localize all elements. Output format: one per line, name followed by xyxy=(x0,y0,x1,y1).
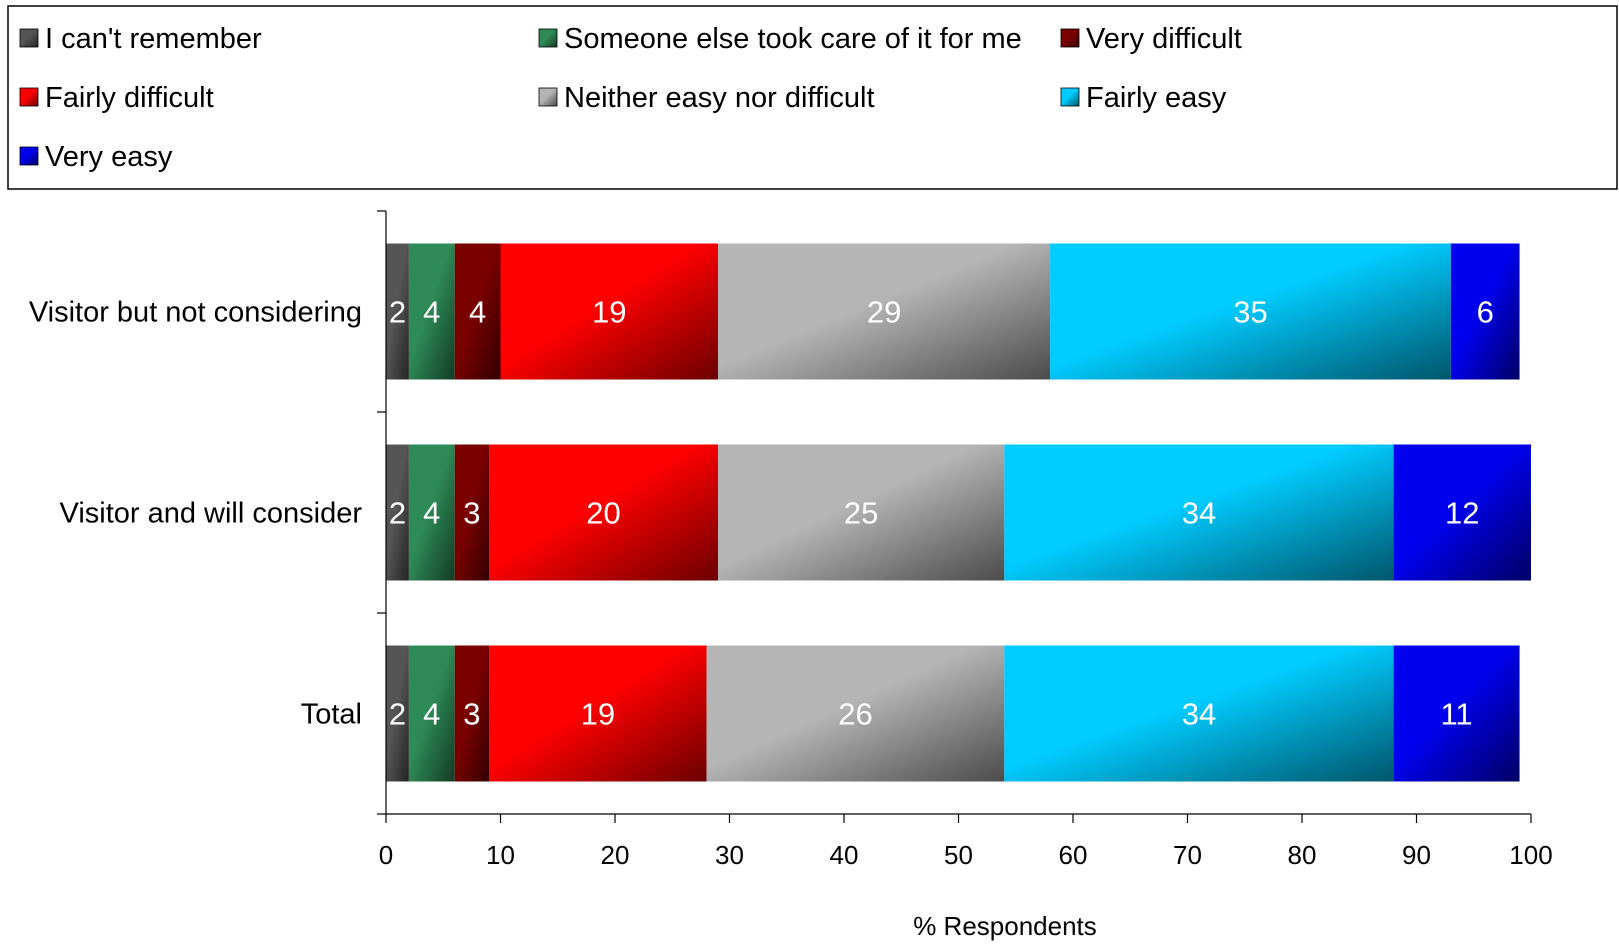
data-label-neither-easy-nor-difficult: 26 xyxy=(838,697,872,732)
data-label-fairly-difficult: 19 xyxy=(592,295,626,330)
data-label-someone-else-took-care-of-it-for-me: 4 xyxy=(423,295,440,330)
data-label-i-can-t-remember: 2 xyxy=(389,295,406,330)
plot-area: 2 4 4 19 29 35 62 4 3 20 25 34 122 4 3 19 26 34 11 xyxy=(386,243,1531,782)
legend-label-fairly-easy: Fairly easy xyxy=(1086,82,1227,114)
bar-segment-someone-else-took-care-of-it-for-me xyxy=(408,243,455,380)
data-label-very-difficult: 3 xyxy=(463,496,480,531)
bar-segment-i-can-t-remember xyxy=(386,444,409,581)
x-tick-label-50: 50 xyxy=(944,840,973,870)
bar-segment-very-easy xyxy=(1450,243,1520,380)
x-tick-label-80: 80 xyxy=(1288,840,1317,870)
data-label-very-easy: 6 xyxy=(1477,295,1494,330)
legend-label-someone-else-took-care-of-it-for-me: Someone else took care of it for me xyxy=(564,23,1022,55)
x-tick-label-100: 100 xyxy=(1509,840,1552,870)
category-label-total: Total xyxy=(301,699,362,731)
legend-label-neither-easy-nor-difficult: Neither easy nor difficult xyxy=(564,82,875,114)
legend-swatch-neither-easy-nor-difficult xyxy=(538,87,558,107)
data-label-very-difficult: 4 xyxy=(469,295,486,330)
legend: I can't remember Someone else took care o… xyxy=(7,5,1618,190)
bar-segment-very-easy xyxy=(1393,645,1520,782)
data-label-very-easy: 11 xyxy=(1440,697,1472,732)
legend-label-i-can-t-remember: I can't remember xyxy=(45,23,262,55)
bar-segment-very-difficult xyxy=(454,444,490,581)
bar-segment-someone-else-took-care-of-it-for-me xyxy=(408,444,455,581)
data-label-very-difficult: 3 xyxy=(463,697,480,732)
legend-label-fairly-difficult: Fairly difficult xyxy=(45,82,214,114)
category-label-visitor-and-will-consider: Visitor and will consider xyxy=(60,498,363,530)
legend-swatch-fairly-difficult xyxy=(19,87,39,107)
legend-label-very-easy: Very easy xyxy=(45,141,173,173)
x-axis-title: % Respondents xyxy=(913,911,1097,941)
data-label-very-easy: 12 xyxy=(1445,496,1479,531)
data-label-fairly-easy: 34 xyxy=(1182,697,1216,732)
data-label-i-can-t-remember: 2 xyxy=(389,496,406,531)
axes: 0 10 20 30 40 50 60 70 80 90 100 Visitor but not co… xyxy=(29,210,1553,870)
x-tick-label-0: 0 xyxy=(379,840,393,870)
bar-segment-very-easy xyxy=(1393,444,1531,581)
x-tick-label-20: 20 xyxy=(601,840,630,870)
bar-segment-neither-easy-nor-difficult xyxy=(706,645,1005,782)
bar-segment-fairly-easy xyxy=(1004,645,1394,782)
legend-label-very-difficult: Very difficult xyxy=(1086,23,1242,55)
bar-segment-i-can-t-remember xyxy=(386,243,409,380)
bar-segment-someone-else-took-care-of-it-for-me xyxy=(408,645,455,782)
legend-swatch-fairly-easy xyxy=(1060,87,1080,107)
legend-swatch-very-easy xyxy=(19,146,39,166)
bar-segment-fairly-easy xyxy=(1004,444,1394,581)
x-tick-label-40: 40 xyxy=(830,840,859,870)
legend-swatch-someone-else-took-care-of-it-for-me xyxy=(538,28,558,48)
legend-frame xyxy=(7,5,1618,190)
data-label-someone-else-took-care-of-it-for-me: 4 xyxy=(423,697,440,732)
category-label-visitor-but-not-considering: Visitor but not considering xyxy=(29,297,362,329)
bar-segment-very-difficult xyxy=(454,243,501,380)
x-tick-label-90: 90 xyxy=(1402,840,1431,870)
data-label-fairly-easy: 35 xyxy=(1233,295,1267,330)
data-label-i-can-t-remember: 2 xyxy=(389,697,406,732)
bar-segment-fairly-difficult xyxy=(489,444,719,581)
bar-segment-fairly-easy xyxy=(1050,243,1451,380)
data-label-neither-easy-nor-difficult: 29 xyxy=(867,295,901,330)
bar-segment-neither-easy-nor-difficult xyxy=(718,243,1051,380)
bar-segment-neither-easy-nor-difficult xyxy=(718,444,1005,581)
x-tick-label-10: 10 xyxy=(486,840,515,870)
data-label-fairly-easy: 34 xyxy=(1182,496,1216,531)
x-tick-label-30: 30 xyxy=(715,840,744,870)
data-label-fairly-difficult: 19 xyxy=(581,697,615,732)
data-label-someone-else-took-care-of-it-for-me: 4 xyxy=(423,496,440,531)
bar-segment-fairly-difficult xyxy=(489,645,707,782)
x-tick-label-60: 60 xyxy=(1059,840,1088,870)
legend-swatch-i-can-t-remember xyxy=(19,28,39,48)
data-label-neither-easy-nor-difficult: 25 xyxy=(844,496,878,531)
bar-segment-very-difficult xyxy=(454,645,490,782)
data-label-fairly-difficult: 20 xyxy=(586,496,620,531)
legend-swatch-very-difficult xyxy=(1060,28,1080,48)
bar-segment-fairly-difficult xyxy=(500,243,719,380)
x-tick-label-70: 70 xyxy=(1173,840,1202,870)
bar-segment-i-can-t-remember xyxy=(386,645,409,782)
